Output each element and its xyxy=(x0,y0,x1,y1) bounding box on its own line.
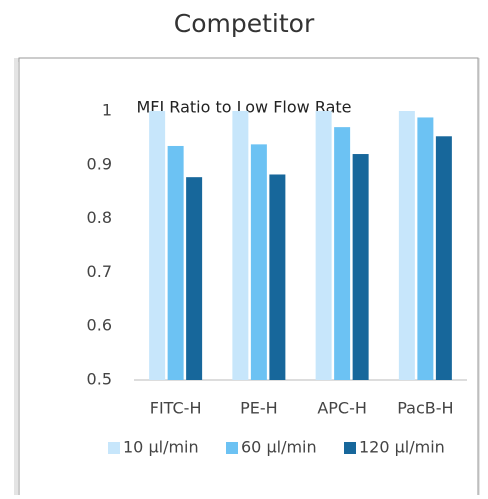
y-tick-label: 0.7 xyxy=(87,262,112,281)
bar xyxy=(149,111,166,380)
bar xyxy=(417,117,434,381)
bar xyxy=(315,111,332,380)
bar xyxy=(232,111,249,380)
legend-swatch xyxy=(108,442,120,454)
legend-label: 10 µl/min xyxy=(123,438,199,457)
y-tick-label: 1 xyxy=(102,101,112,120)
bar xyxy=(269,174,286,380)
chart-title: MFI Ratio to Low Flow Rate xyxy=(136,98,351,117)
plot: 0.5 0.6 0.7 0.8 0.9 1 FITC-H PE-H APC-H PacB-H 10 … xyxy=(87,101,467,457)
legend-label: 120 µl/min xyxy=(359,438,445,457)
x-tick-label: PE-H xyxy=(240,399,278,418)
bar xyxy=(334,127,351,380)
legend-swatch xyxy=(344,442,356,454)
y-tick-label: 0.5 xyxy=(87,370,112,389)
bar xyxy=(435,136,452,380)
bar xyxy=(167,145,184,380)
bar xyxy=(352,154,369,380)
y-tick-label: 0.9 xyxy=(87,154,112,173)
x-tick-label: PacB-H xyxy=(397,399,453,418)
y-tick-label: 0.6 xyxy=(87,316,112,335)
heading: Competitor xyxy=(174,9,315,38)
legend-label: 60 µl/min xyxy=(241,438,317,457)
legend-swatch xyxy=(226,442,238,454)
bar xyxy=(250,144,267,380)
x-tick-label: APC-H xyxy=(317,399,367,418)
x-tick-label: FITC-H xyxy=(150,399,202,418)
bar xyxy=(186,177,203,380)
y-tick-label: 0.8 xyxy=(87,208,112,227)
bar xyxy=(398,111,415,380)
